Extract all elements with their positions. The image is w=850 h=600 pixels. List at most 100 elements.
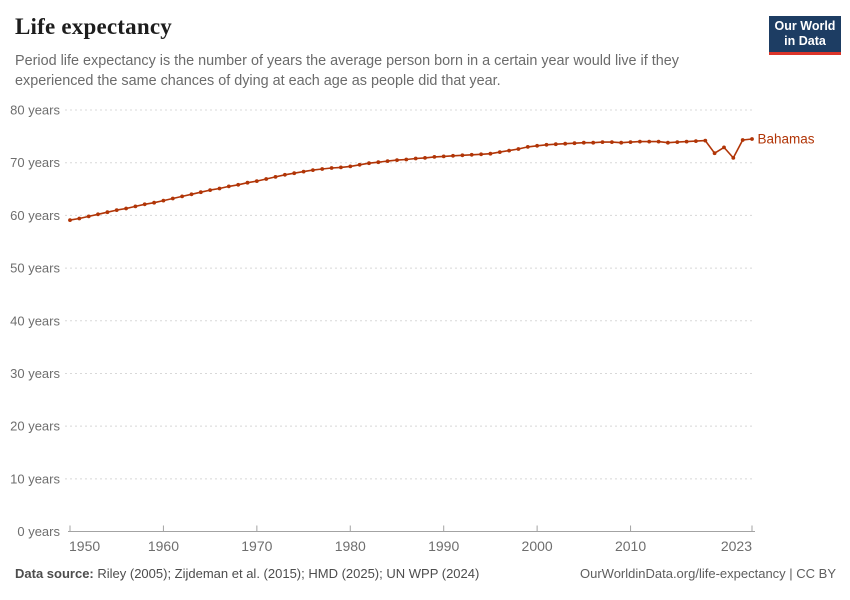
data-point[interactable] (694, 139, 698, 144)
data-point[interactable] (712, 151, 717, 156)
data-point[interactable] (198, 190, 203, 195)
data-point[interactable] (423, 156, 427, 160)
data-point[interactable] (189, 192, 194, 197)
data-point[interactable] (666, 140, 670, 145)
data-point[interactable] (264, 177, 269, 181)
data-point[interactable] (451, 153, 455, 158)
data-point[interactable] (320, 167, 325, 171)
page-title: Life expectancy (15, 14, 172, 39)
data-point[interactable] (441, 154, 446, 159)
series-label[interactable]: Bahamas (758, 131, 815, 146)
owid-logo[interactable]: Our World in Data (769, 16, 841, 55)
data-point[interactable] (385, 159, 390, 164)
y-tick-label: 80 years (10, 103, 60, 118)
data-point[interactable] (638, 139, 642, 144)
chart-subtitle: Period life expectancy is the number of … (15, 53, 679, 89)
data-point[interactable] (283, 172, 287, 177)
data-point[interactable] (581, 140, 586, 145)
data-point[interactable] (740, 138, 745, 142)
data-point[interactable] (507, 148, 511, 153)
data-point[interactable] (329, 166, 334, 170)
y-tick-label: 10 years (10, 471, 60, 486)
data-point[interactable] (600, 140, 605, 145)
data-point[interactable] (722, 145, 726, 150)
y-tick-label: 40 years (10, 313, 60, 328)
data-point[interactable] (96, 212, 100, 217)
data-point[interactable] (432, 155, 437, 159)
data-point[interactable] (236, 182, 241, 187)
series-line[interactable] (69, 138, 753, 221)
data-point[interactable] (273, 175, 278, 179)
data-point[interactable] (367, 161, 371, 166)
x-tick-label: 1950 (69, 538, 100, 554)
data-source-text: Riley (2005); Zijdeman et al. (2015); HM… (93, 566, 480, 581)
data-point[interactable] (301, 169, 306, 174)
data-point[interactable] (610, 140, 614, 145)
data-point[interactable] (525, 145, 530, 149)
data-point[interactable] (479, 152, 483, 157)
data-point[interactable] (395, 158, 399, 163)
data-point[interactable] (217, 186, 222, 191)
data-point[interactable] (348, 164, 353, 169)
data-point[interactable] (208, 188, 213, 193)
data-point[interactable] (86, 214, 91, 219)
y-tick-label: 30 years (10, 366, 60, 381)
data-point[interactable] (152, 200, 157, 205)
x-tick-label: 2023 (721, 538, 752, 554)
data-point[interactable] (77, 216, 82, 221)
data-point[interactable] (572, 141, 577, 146)
data-point[interactable] (516, 147, 521, 151)
data-point[interactable] (413, 156, 418, 161)
y-tick-label: 0 years (17, 524, 60, 539)
y-tick-label: 70 years (10, 155, 60, 170)
data-point[interactable] (161, 198, 166, 203)
data-point[interactable] (563, 141, 568, 146)
x-tick-label: 1970 (241, 538, 272, 554)
owid-logo-line1: Our World (774, 19, 836, 33)
data-point[interactable] (591, 140, 596, 145)
data-point[interactable] (254, 179, 259, 184)
data-point[interactable] (628, 140, 633, 145)
data-point[interactable] (68, 218, 72, 223)
data-point[interactable] (357, 162, 362, 167)
data-source-note: Data source: Riley (2005); Zijdeman et a… (15, 566, 479, 581)
data-point[interactable] (656, 139, 661, 144)
data-point[interactable] (619, 140, 624, 145)
data-point[interactable] (142, 202, 147, 207)
data-point[interactable] (124, 206, 128, 211)
data-point[interactable] (105, 210, 110, 215)
data-point[interactable] (339, 165, 343, 170)
data-point[interactable] (675, 140, 680, 145)
data-point[interactable] (469, 152, 474, 157)
data-point[interactable] (553, 142, 558, 147)
data-point[interactable] (535, 143, 539, 148)
owid-logo-line2: in Data (784, 34, 826, 49)
data-point[interactable] (245, 180, 250, 185)
data-point[interactable] (133, 204, 138, 209)
data-point[interactable] (311, 168, 315, 173)
data-point[interactable] (544, 142, 549, 147)
data-point[interactable] (750, 137, 754, 141)
data-point[interactable] (170, 196, 175, 201)
data-point[interactable] (180, 194, 185, 199)
data-point[interactable] (488, 151, 493, 156)
data-point[interactable] (647, 139, 652, 144)
data-point[interactable] (460, 153, 465, 158)
x-tick-label: 1990 (428, 538, 459, 554)
data-point[interactable] (292, 171, 297, 176)
data-point[interactable] (731, 156, 736, 160)
data-point[interactable] (226, 184, 231, 189)
data-source-label: Data source: (15, 566, 94, 581)
data-point[interactable] (497, 150, 502, 155)
x-tick-label: 2000 (522, 538, 553, 554)
data-point[interactable] (703, 138, 708, 143)
y-tick-label: 60 years (10, 208, 60, 223)
source-link[interactable]: OurWorldinData.org/life-expectancy | CC … (579, 566, 836, 581)
data-point[interactable] (684, 139, 689, 144)
x-tick-label: 1960 (148, 538, 179, 554)
data-point[interactable] (404, 157, 409, 162)
data-point[interactable] (114, 208, 119, 213)
data-point[interactable] (376, 160, 381, 165)
